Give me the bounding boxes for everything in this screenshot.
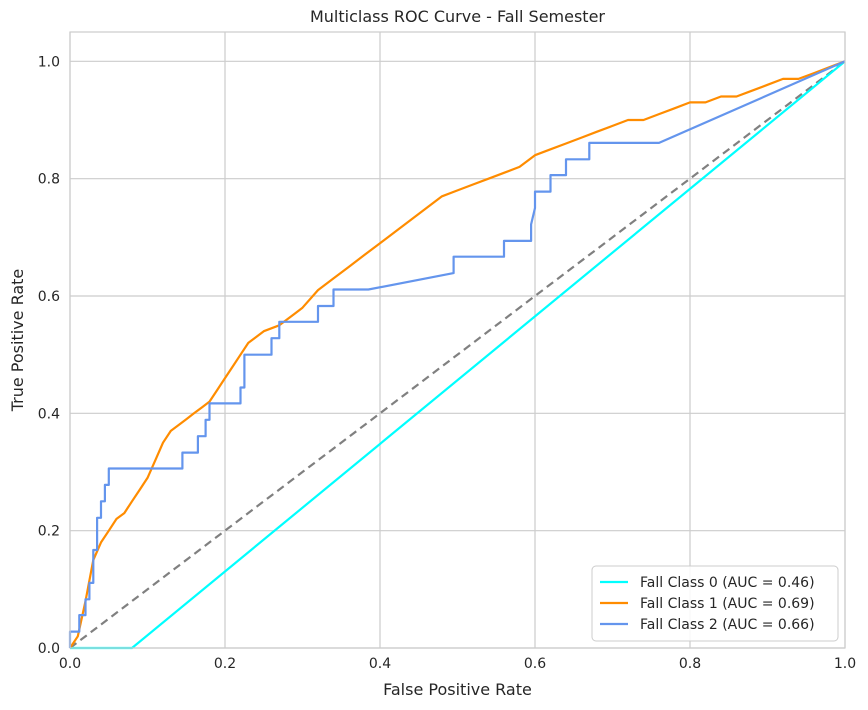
- x-tick-label: 0.8: [679, 656, 701, 672]
- series-line-class-1: [69, 60, 846, 649]
- y-tick-label: 0.6: [38, 289, 60, 305]
- legend-box: [591, 565, 839, 642]
- legend-entry: Fall Class 2 (AUC = 0.66): [640, 617, 815, 633]
- tick-labels: 0.0 0.2 0.4 0.6 0.8 1.0 0.0 0.2 0.4 0.6 0.8 1.0: [38, 54, 856, 672]
- x-tick-label: 0.4: [369, 656, 391, 672]
- chart-title: Multiclass ROC Curve - Fall Semester: [310, 7, 605, 26]
- grid: [69, 32, 846, 649]
- legend: Fall Class 0 (AUC = 0.46) Fall Class 1 (A…: [591, 565, 839, 642]
- x-axis-label: False Positive Rate: [383, 680, 532, 699]
- y-tick-label: 0.8: [38, 172, 60, 188]
- legend-entry: Fall Class 0 (AUC = 0.46): [640, 575, 815, 591]
- reference-diagonal-line: [69, 60, 846, 649]
- x-tick-label: 0.0: [59, 656, 81, 672]
- x-tick-label: 0.2: [214, 656, 236, 672]
- x-tick-label: 0.6: [524, 656, 546, 672]
- plot-lines: [68, 60, 846, 650]
- y-tick-label: 0.4: [38, 406, 60, 422]
- y-tick-label: 0.0: [38, 641, 60, 657]
- legend-entry: Fall Class 1 (AUC = 0.69): [640, 596, 815, 612]
- series-line-class-2: [68, 60, 846, 648]
- y-axis-label: True Positive Rate: [8, 269, 27, 413]
- y-tick-label: 1.0: [38, 54, 60, 70]
- y-tick-label: 0.2: [38, 524, 60, 540]
- x-tick-label: 1.0: [834, 656, 856, 672]
- plot-frame: [69, 31, 846, 649]
